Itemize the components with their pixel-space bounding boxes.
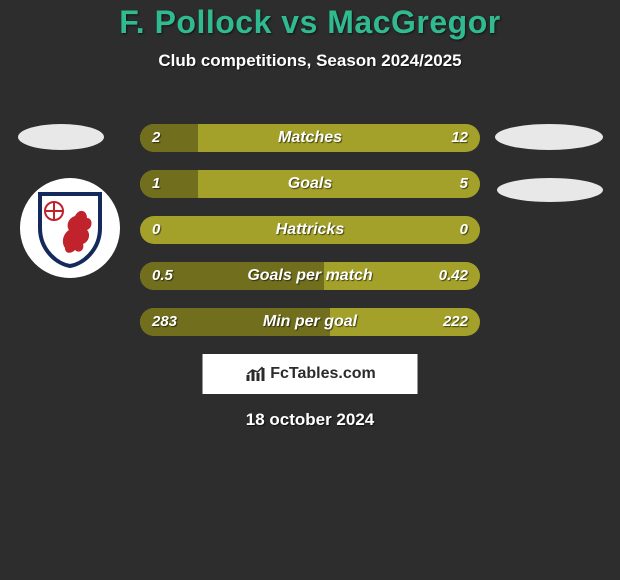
- stat-row: 1Goals5: [140, 170, 480, 198]
- stat-label: Goals: [140, 170, 480, 198]
- placeholder-ellipse: [497, 178, 603, 202]
- attribution-text: FcTables.com: [270, 365, 376, 383]
- stat-label: Goals per match: [140, 262, 480, 290]
- attribution-badge: FcTables.com: [203, 354, 418, 394]
- subtitle: Club competitions, Season 2024/2025: [0, 51, 620, 71]
- stat-comparison-area: 2Matches12 1Goals5 0Hattricks0 0.5Goals per…: [140, 124, 480, 354]
- stat-label: Min per goal: [140, 308, 480, 336]
- stat-value-right: 12: [451, 124, 468, 152]
- stat-row: 0.5Goals per match0.42: [140, 262, 480, 290]
- stat-row: 0Hattricks0: [140, 216, 480, 244]
- stat-row: 2Matches12: [140, 124, 480, 152]
- stat-value-right: 222: [443, 308, 468, 336]
- date-text: 18 october 2024: [0, 410, 620, 430]
- shield-icon: [35, 188, 105, 268]
- stat-row: 283Min per goal222: [140, 308, 480, 336]
- stat-label: Matches: [140, 124, 480, 152]
- placeholder-ellipse: [18, 124, 104, 150]
- stat-label: Hattricks: [140, 216, 480, 244]
- club-crest: [20, 178, 120, 278]
- stat-value-right: 0: [460, 216, 468, 244]
- page-title: F. Pollock vs MacGregor: [0, 4, 620, 41]
- placeholder-ellipse: [495, 124, 603, 150]
- stat-value-right: 5: [460, 170, 468, 198]
- infographic-root: F. Pollock vs MacGregor Club competition…: [0, 0, 620, 580]
- bar-chart-icon: [244, 365, 266, 383]
- stat-value-right: 0.42: [439, 262, 468, 290]
